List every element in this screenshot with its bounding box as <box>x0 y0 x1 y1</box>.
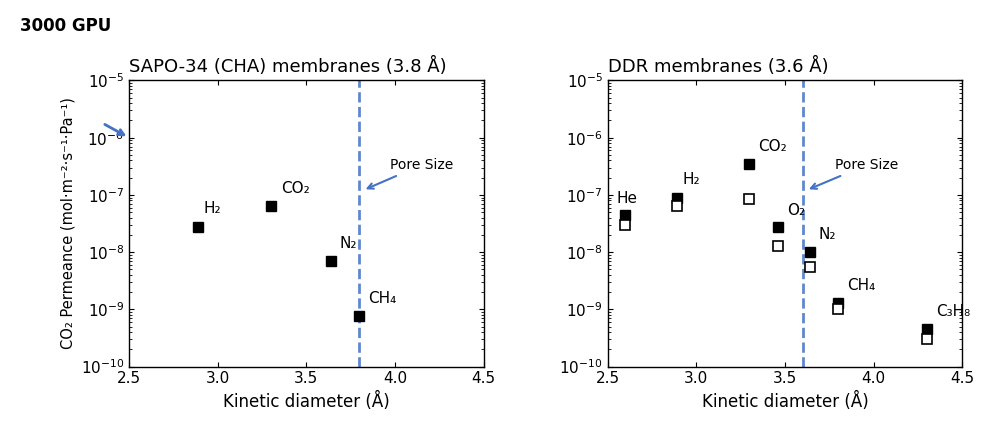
Text: SAPO-34 (CHA) membranes (3.8 Å): SAPO-34 (CHA) membranes (3.8 Å) <box>129 57 446 76</box>
Text: Pore Size: Pore Size <box>810 158 898 189</box>
Text: He: He <box>616 191 638 207</box>
Text: CO₂: CO₂ <box>282 181 310 195</box>
Text: CO₂: CO₂ <box>758 139 787 154</box>
Text: Pore Size: Pore Size <box>368 158 452 189</box>
Text: C₃H₈: C₃H₈ <box>935 304 970 319</box>
Text: O₂: O₂ <box>787 203 805 218</box>
Text: N₂: N₂ <box>818 227 836 242</box>
Text: H₂: H₂ <box>203 202 221 216</box>
Y-axis label: CO₂ Permeance (mol·m⁻²·s⁻¹·Pa⁻¹): CO₂ Permeance (mol·m⁻²·s⁻¹·Pa⁻¹) <box>61 97 75 350</box>
Text: CH₄: CH₄ <box>847 278 875 293</box>
Text: N₂: N₂ <box>340 236 357 251</box>
Text: CH₄: CH₄ <box>368 291 397 306</box>
X-axis label: Kinetic diameter (Å): Kinetic diameter (Å) <box>223 392 390 411</box>
Text: H₂: H₂ <box>682 173 699 187</box>
Text: DDR membranes (3.6 Å): DDR membranes (3.6 Å) <box>608 57 828 76</box>
Text: 3000 GPU: 3000 GPU <box>20 17 111 35</box>
X-axis label: Kinetic diameter (Å): Kinetic diameter (Å) <box>701 392 868 411</box>
